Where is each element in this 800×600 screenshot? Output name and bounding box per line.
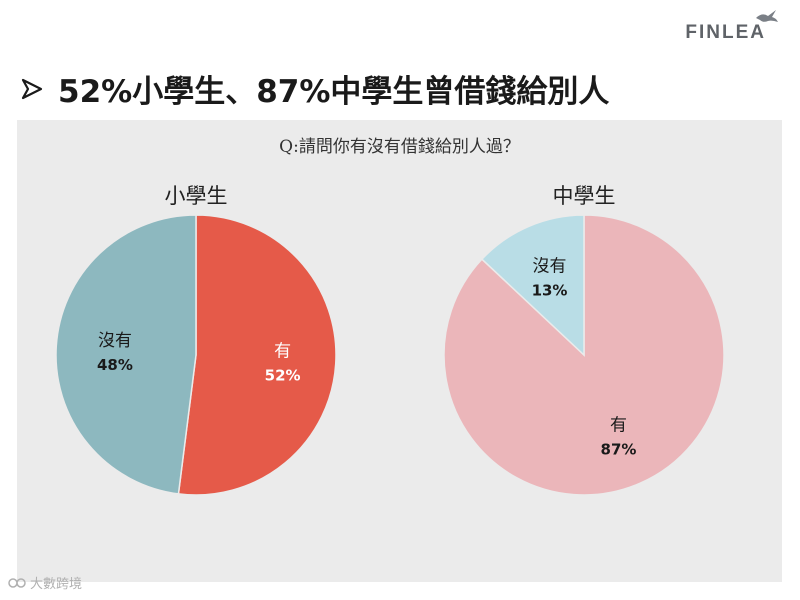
pie-title: 中學生 [553,184,616,208]
slice-value: 48% [97,356,133,374]
survey-question: Q:請問你有沒有借錢給別人過？ [279,137,520,157]
slice-label: 沒有 [533,256,567,276]
slice-value: 13% [532,281,568,299]
pie-slice [55,214,197,495]
slice-value: 52% [265,366,301,384]
brand-name: FINLEA [685,22,766,43]
slice-label: 有 [610,416,627,436]
slice-label: 沒有 [98,331,132,351]
brand-logo: FINLEA [685,10,778,44]
pie-slice [177,214,337,496]
arrow-bullet-icon [21,78,43,99]
survey-panel: Q:請問你有沒有借錢給別人過？ 小學生有 52% 沒有 48% 中學生有 87% 沒有 13% [17,120,782,582]
pie-title: 小學生 [165,184,228,208]
watermark-icon [8,577,26,588]
watermark-text: 大數跨境 [30,577,83,592]
headline: 52%小學生、87%中學生曾借錢給別人 [20,66,609,111]
watermark: 大數跨境 [8,573,82,592]
pie-slice [480,214,585,357]
headline-text: 52%小學生、87%中學生曾借錢給別人 [58,74,610,110]
bird-icon [756,10,778,22]
slice-label: 有 [274,341,291,361]
slice-value: 87% [601,441,637,459]
